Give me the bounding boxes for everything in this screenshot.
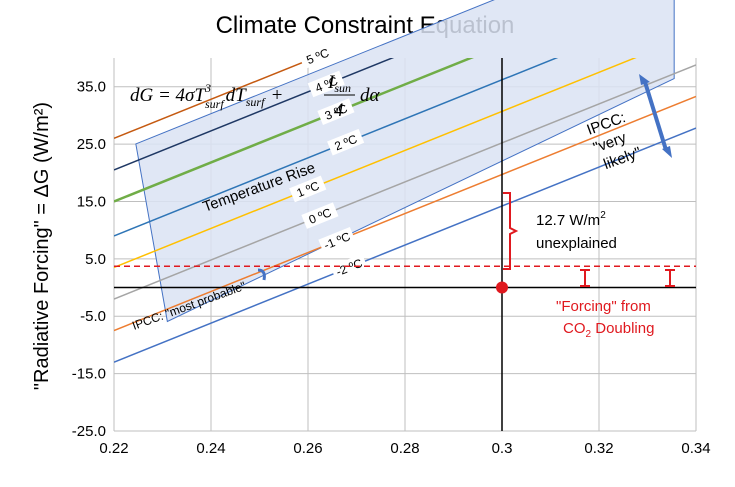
svg-text:Isun: Isun	[327, 72, 351, 95]
axis-ticks: 0.22 0.24 0.26 0.28 0.3 0.32 0.34 35.0 25.0 15.0 5…	[72, 79, 711, 457]
x-tick-label: 0.3	[492, 440, 513, 457]
svg-text:CO2 Doubling: CO2 Doubling	[563, 320, 654, 340]
x-tick-label: 0.32	[584, 440, 613, 457]
x-tick-label: 0.26	[293, 440, 322, 457]
svg-text:unexplained: unexplained	[536, 235, 617, 252]
x-tick-label: 0.34	[681, 440, 710, 457]
y-axis-label: "Radiative Forcing" = ΔG (W/m²)	[31, 102, 53, 390]
series-line	[114, 58, 395, 171]
series-line	[114, 58, 316, 140]
svg-text:"Forcing" from: "Forcing" from	[556, 298, 651, 315]
x-tick-label: 0.28	[390, 440, 419, 457]
unexplained-bracket: 12.7 W/m2 unexplained	[503, 192, 617, 270]
series-label-bg	[301, 202, 339, 229]
y-tick-label: 35.0	[77, 79, 106, 96]
ipcc-likely-range-band	[135, 0, 675, 323]
temperature-lines	[114, 58, 696, 363]
series-line	[114, 58, 637, 269]
series-label-bg	[318, 227, 356, 254]
series-label-bg	[307, 70, 345, 98]
series-line	[114, 95, 696, 332]
x-tick-label: 0.22	[99, 440, 128, 457]
series-line	[114, 58, 474, 203]
series-label-bg	[289, 175, 327, 203]
svg-text:12.7 W/m2: 12.7 W/m2	[536, 210, 606, 229]
y-tick-label: -25.0	[72, 423, 106, 440]
series-line	[114, 58, 559, 237]
series-label-bg	[327, 128, 365, 156]
svg-text:4: 4	[334, 100, 344, 121]
y-tick-label: -5.0	[80, 308, 106, 325]
y-tick-label: 15.0	[77, 193, 106, 210]
equation-annotation: dG = 4σT3 surf dTsurf + Isun 4 dα	[130, 72, 381, 121]
svg-text:dα: dα	[360, 85, 381, 106]
series-label-bg	[298, 42, 337, 70]
y-tick-label: 5.0	[85, 251, 106, 268]
y-tick-label: -15.0	[72, 366, 106, 383]
svg-text:IPCC:"verylikely": IPCC:"verylikely"	[585, 108, 644, 174]
series-line	[114, 64, 696, 300]
co2-forcing-annotation: "Forcing" from CO2 Doubling	[556, 269, 675, 340]
series-line	[114, 127, 696, 363]
current-state-point	[496, 281, 508, 294]
y-tick-label: 25.0	[77, 136, 106, 153]
series-label-bg	[317, 98, 355, 125]
x-tick-label: 0.24	[196, 440, 225, 457]
